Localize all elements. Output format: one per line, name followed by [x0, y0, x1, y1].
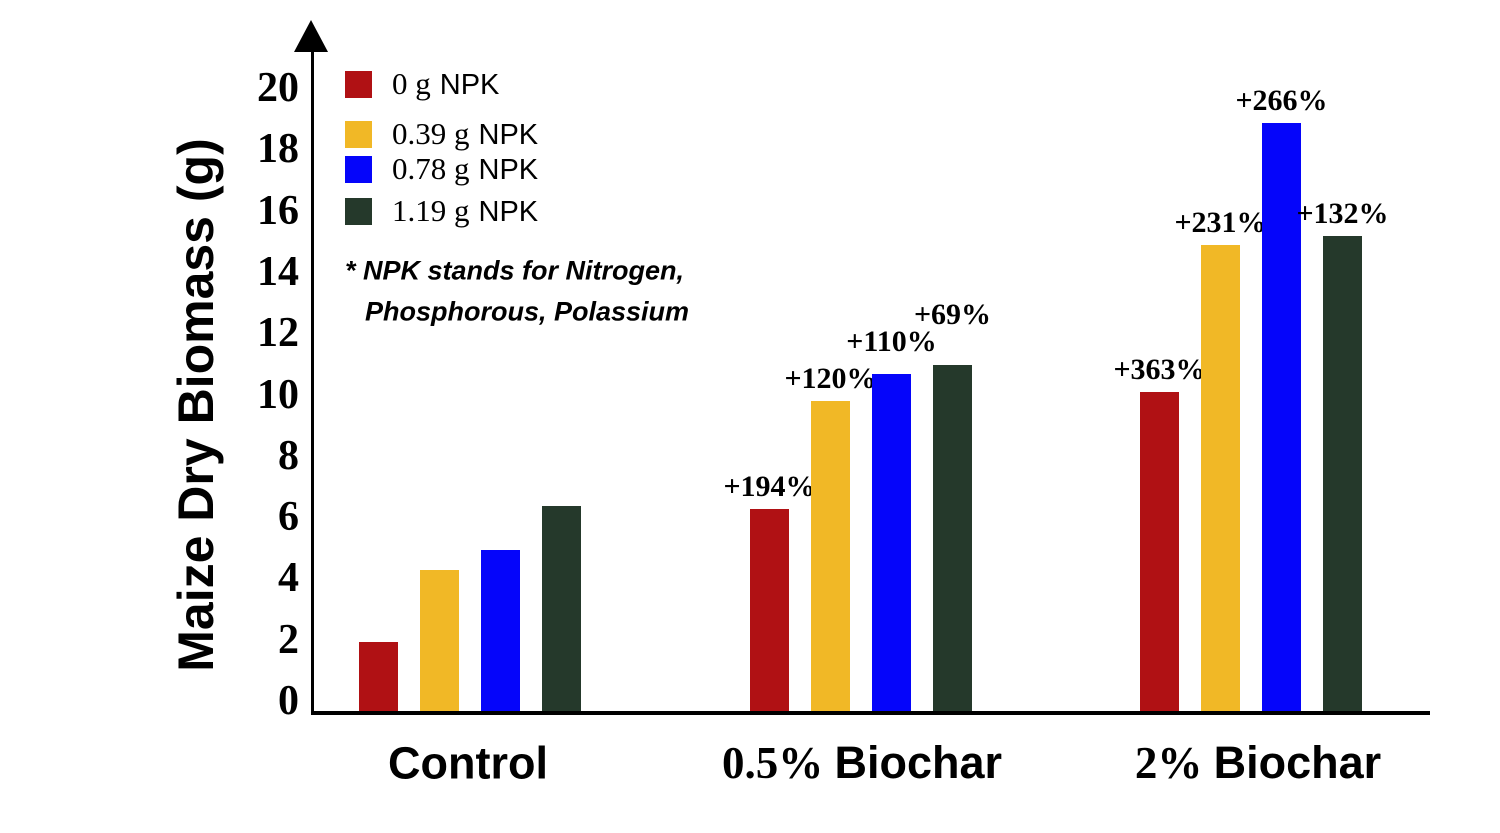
legend-label: 0 g NPK	[392, 68, 499, 100]
bar	[542, 506, 581, 711]
y-tick-label: 14	[257, 248, 299, 295]
bar	[811, 401, 850, 711]
legend-label: 0.78 g NPK	[392, 153, 538, 185]
bar	[750, 509, 789, 711]
bar-percent-label: +110%	[846, 325, 937, 358]
y-tick-label: 10	[257, 371, 299, 418]
bar-percent-label: +266%	[1235, 84, 1328, 117]
legend-label-suffix: NPK	[439, 69, 500, 101]
legend-label-suffix: NPK	[478, 154, 539, 186]
legend-label: 1.19 g NPK	[392, 195, 538, 227]
bar-percent-label: +132%	[1296, 197, 1389, 230]
legend-label-amount: 0.39 g	[392, 116, 470, 151]
bar-percent-label: +363%	[1113, 353, 1206, 386]
x-category-label-text: Control	[388, 737, 548, 789]
bar	[872, 374, 911, 711]
x-axis-line	[311, 711, 1430, 715]
x-category-label-text: Biochar	[1213, 737, 1382, 788]
y-tick-label: 4	[278, 555, 299, 602]
legend-footnote-line1: * NPK stands for Nitrogen,	[345, 255, 685, 286]
bar	[1140, 392, 1179, 711]
bar-percent-label: +120%	[784, 362, 877, 395]
x-category-label: 0.5% Biochar	[722, 740, 1002, 786]
bar-percent-label: +231%	[1174, 206, 1267, 239]
legend-swatch	[345, 198, 372, 225]
y-tick-label: 20	[257, 65, 299, 111]
legend-swatch	[345, 121, 372, 148]
legend-footnote-line2: Phosphorous, Polassium	[365, 296, 690, 327]
legend-swatch	[345, 156, 372, 183]
legend-label-amount: 0.78 g	[392, 151, 470, 186]
bar	[933, 365, 972, 711]
y-axis-title: Maize Dry Biomass (g)	[168, 138, 224, 672]
y-tick-label: 16	[257, 187, 299, 234]
bar	[1262, 123, 1301, 711]
y-axis-line	[311, 46, 314, 715]
y-tick-label: 12	[257, 310, 299, 357]
legend-label-suffix: NPK	[478, 119, 539, 151]
bar-percent-label: +194%	[723, 470, 816, 503]
y-tick-label: 8	[278, 432, 299, 479]
x-category-label-prefix: 0.5%	[721, 738, 835, 788]
bar	[420, 570, 459, 711]
y-tick-label: 0	[278, 678, 299, 724]
legend-label-amount: 0 g	[392, 66, 431, 101]
bar-percent-label: +69%	[913, 298, 992, 331]
y-tick-label: 18	[257, 126, 299, 173]
legend-label-amount: 1.19 g	[392, 193, 470, 228]
x-category-label: 2% Biochar	[1135, 740, 1381, 786]
legend-label-suffix: NPK	[478, 196, 539, 228]
legend-swatch	[345, 71, 372, 98]
x-category-label: Control	[388, 741, 548, 786]
bar	[481, 550, 520, 711]
x-category-label-prefix: 2%	[1134, 738, 1214, 788]
x-category-label-text: Biochar	[834, 737, 1003, 788]
bar	[1323, 236, 1362, 711]
y-tick-label: 6	[278, 494, 299, 541]
bar	[359, 642, 398, 711]
y-tick-label: 2	[278, 616, 299, 663]
bar	[1201, 245, 1240, 711]
legend-label: 0.39 g NPK	[392, 118, 538, 150]
